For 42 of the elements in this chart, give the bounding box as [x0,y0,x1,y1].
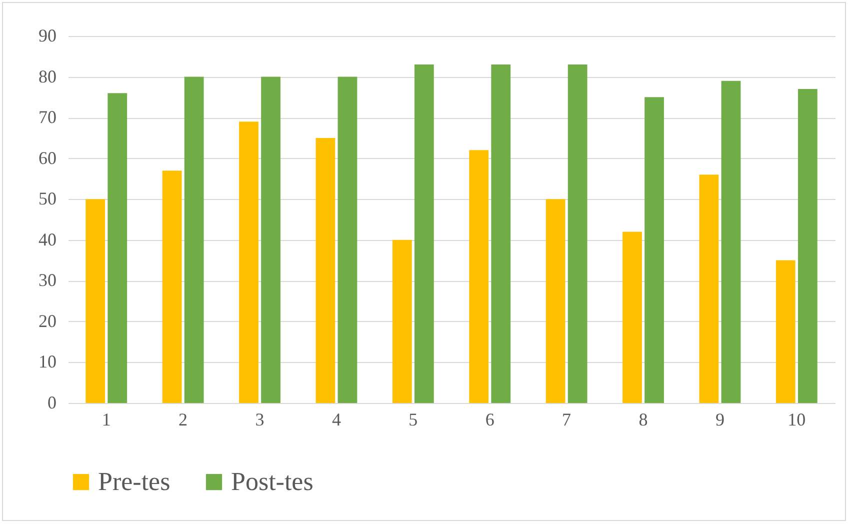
x-tick-label: 4 [332,410,341,430]
y-tick-label: 0 [48,392,56,412]
legend-label: Pre-tes [98,467,170,496]
y-tick-label: 10 [38,352,56,372]
bar [568,64,588,403]
bar [338,76,358,403]
bar [469,150,489,403]
bar [491,64,511,403]
bar [316,138,336,403]
bar [798,89,818,403]
x-tick-label: 6 [485,410,494,430]
bar [644,97,664,403]
bar [414,64,434,403]
y-tick-label: 90 [38,26,56,46]
x-tick-label: 8 [638,410,648,430]
bar [108,93,128,403]
bar [239,122,258,403]
bar [162,170,182,403]
bar [86,199,106,403]
y-tick-label: 80 [38,66,56,86]
y-tick-label: 20 [38,310,56,331]
bar [392,240,412,403]
y-tick-label: 40 [38,229,56,250]
bar [546,199,566,403]
y-tick-label: 30 [38,270,56,290]
x-tick-label: 5 [408,410,418,430]
bar [184,76,204,403]
x-tick-label: 7 [562,410,572,430]
bar [721,80,741,403]
y-tick-label: 60 [38,148,56,168]
bar [261,76,280,403]
x-tick-label: 10 [788,410,806,430]
x-tick-label: 2 [178,410,188,430]
bar [699,174,719,403]
legend-label: Post-tes [231,467,314,496]
bar [776,260,796,403]
y-tick-label: 50 [38,188,56,209]
bar [622,232,642,403]
x-tick-label: 3 [255,410,264,430]
x-tick-label: 1 [102,410,111,430]
y-tick-label: 70 [38,107,56,128]
x-tick-label: 9 [715,410,724,430]
